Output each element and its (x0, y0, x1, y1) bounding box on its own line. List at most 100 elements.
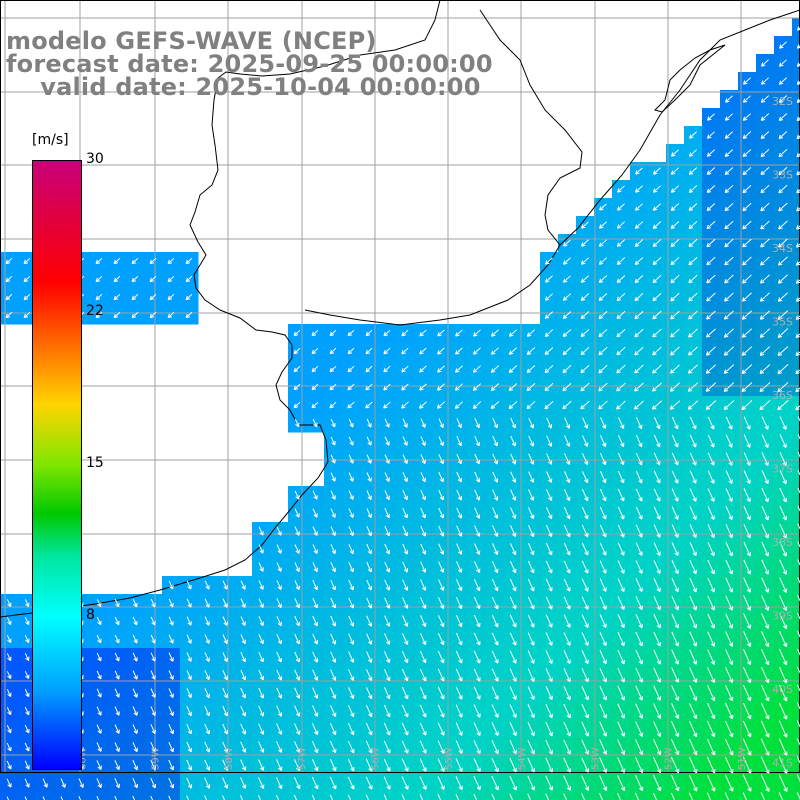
wind-arrow (761, 434, 769, 448)
wind-arrow (653, 578, 661, 593)
wind-arrow (796, 774, 800, 782)
wind-speed-cell (342, 792, 361, 800)
wind-arrow (760, 738, 770, 756)
wind-arrow (724, 292, 734, 302)
wind-arrow (348, 472, 354, 482)
wind-arrow (294, 508, 300, 518)
wind-arrow (742, 113, 752, 121)
wind-arrow (778, 684, 788, 702)
wind-arrow (240, 741, 247, 753)
wind-arrow (383, 740, 391, 754)
wind-arrow (707, 506, 715, 521)
wind-speed-cell (594, 792, 613, 800)
model-title: modelo GEFS-WAVE (NCEP) (6, 27, 377, 55)
wind-arrow (725, 452, 733, 466)
wind-arrow (150, 598, 156, 608)
wind-arrow (24, 671, 30, 680)
wind-arrow (724, 720, 734, 738)
wind-arrow (617, 488, 625, 502)
wind-arrow (96, 599, 102, 608)
wind-arrow (258, 741, 265, 753)
wind-arrow (544, 329, 554, 337)
wind-arrow (635, 452, 643, 466)
wind-arrow (599, 632, 607, 647)
wind-arrow (474, 525, 481, 537)
wind-arrow (796, 80, 800, 85)
wind-arrow (634, 203, 643, 211)
wind-arrow (545, 775, 554, 791)
wind-arrow (491, 775, 499, 791)
wind-arrow (706, 185, 716, 194)
wind-arrow (617, 524, 625, 538)
wind-arrow (455, 740, 463, 754)
wind-arrow (24, 724, 30, 734)
wind-arrow (150, 724, 156, 735)
wind-arrow (778, 666, 788, 684)
wind-arrow (258, 777, 265, 790)
wind-arrow (509, 668, 517, 682)
wind-arrow (348, 579, 355, 591)
wind-arrow (670, 774, 680, 792)
wind-arrow (707, 720, 716, 738)
wind-arrow (653, 452, 661, 466)
wind-arrow (167, 275, 175, 283)
wind-arrow (778, 59, 787, 67)
wind-arrow (598, 293, 608, 302)
wind-arrow (563, 596, 571, 610)
wind-arrow (437, 758, 445, 772)
wind-arrow (706, 292, 716, 302)
wind-arrow (760, 166, 770, 176)
wind-arrow (653, 739, 662, 756)
wind-arrow (6, 635, 12, 644)
wind-arrow (222, 598, 228, 608)
wind-arrow (384, 454, 390, 464)
wind-arrow (492, 525, 499, 537)
wind-speed-cell (792, 702, 800, 721)
wind-arrow (330, 651, 337, 663)
wind-arrow (741, 364, 753, 374)
wind-arrow (724, 185, 734, 194)
wind-arrow (671, 560, 679, 575)
wind-arrow (402, 525, 409, 537)
wind-arrow (742, 792, 748, 800)
wind-arrow (796, 116, 800, 122)
wind-arrow (348, 454, 354, 464)
wind-arrow (545, 686, 553, 701)
wind-arrow (312, 544, 318, 554)
wind-arrow (527, 668, 535, 682)
wind-arrow (653, 434, 661, 448)
wind-arrow (635, 488, 643, 502)
wind-arrow (491, 578, 499, 592)
wind-arrow (474, 435, 481, 447)
wind-arrow (563, 489, 571, 502)
latitude-label: 32S (772, 95, 793, 108)
wind-arrow (528, 453, 535, 465)
wind-arrow (402, 472, 408, 483)
wind-arrow (24, 617, 30, 626)
wind-arrow (796, 152, 800, 158)
wind-arrow (527, 721, 535, 737)
wind-arrow (797, 595, 800, 602)
wind-arrow (473, 686, 481, 700)
wind-arrow (168, 741, 175, 753)
wind-arrow (510, 435, 517, 447)
wind-arrow (689, 631, 698, 647)
longitude-label: 59W (151, 747, 162, 770)
wind-arrow (779, 559, 788, 575)
wind-speed-cell (378, 792, 397, 800)
wind-arrow (634, 382, 644, 392)
wind-arrow (653, 524, 661, 538)
wind-arrow (707, 685, 716, 702)
wind-arrow (401, 722, 409, 736)
wind-arrow (258, 562, 264, 572)
wind-arrow (562, 400, 572, 410)
wind-arrow (582, 417, 589, 429)
wind-speed-cell (144, 792, 163, 800)
wind-arrow (131, 311, 139, 319)
wind-speed-cell (792, 216, 800, 235)
wind-arrow (562, 311, 572, 319)
wind-arrow (42, 796, 46, 800)
wind-arrow (509, 757, 517, 773)
wind-arrow (24, 599, 30, 608)
wind-speed-cell (792, 540, 800, 559)
